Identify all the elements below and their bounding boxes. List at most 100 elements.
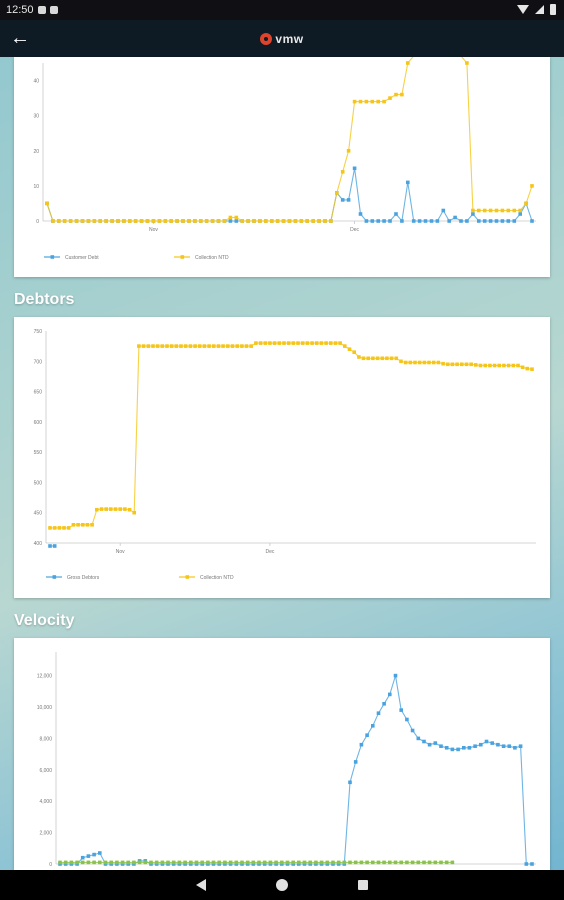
data-point xyxy=(388,860,392,865)
data-point xyxy=(139,219,144,223)
data-point xyxy=(245,860,250,865)
data-point xyxy=(467,746,472,750)
legend-swatch-marker xyxy=(50,255,55,259)
data-point xyxy=(127,507,132,512)
legend-label: Collection NTD xyxy=(200,575,234,581)
data-point xyxy=(154,860,159,865)
data-point xyxy=(422,360,427,365)
data-point xyxy=(488,363,492,368)
data-point xyxy=(382,219,386,223)
data-point xyxy=(62,526,66,530)
nav-home-icon[interactable] xyxy=(276,879,288,891)
data-point xyxy=(431,360,436,365)
data-point xyxy=(359,860,364,865)
data-point xyxy=(169,219,173,223)
data-point xyxy=(103,860,108,865)
data-point xyxy=(221,344,225,348)
data-point xyxy=(429,219,434,223)
data-point xyxy=(484,739,489,744)
data-point xyxy=(57,219,61,223)
data-point xyxy=(254,341,258,345)
data-point xyxy=(71,523,76,527)
data-point xyxy=(109,507,113,511)
data-point xyxy=(494,208,499,213)
x-tick-label: Nov xyxy=(149,227,158,233)
data-point xyxy=(399,359,403,364)
data-point xyxy=(187,219,191,223)
data-point xyxy=(197,344,202,348)
data-point xyxy=(488,208,493,213)
y-tick-label: 12,000 xyxy=(37,674,53,680)
data-point xyxy=(163,219,168,223)
data-point xyxy=(258,341,263,345)
data-point xyxy=(137,860,142,865)
data-point xyxy=(357,355,361,359)
data-point xyxy=(358,99,363,104)
legend-swatch-marker xyxy=(52,575,57,579)
x-tick-label: Dec xyxy=(265,549,274,555)
data-point xyxy=(115,860,119,865)
data-point xyxy=(441,361,445,366)
signal-icon xyxy=(535,5,544,14)
data-point xyxy=(319,860,324,865)
data-point xyxy=(376,219,380,223)
series-line xyxy=(50,342,533,529)
data-point xyxy=(143,860,148,865)
data-point xyxy=(477,219,481,223)
data-point xyxy=(394,212,398,216)
data-point xyxy=(512,219,517,223)
data-point xyxy=(530,367,534,371)
collection-chart: 40 30 20 10 0 Nov Dec Customer Debt Collection N… xyxy=(33,51,536,261)
data-point xyxy=(422,739,426,744)
data-point xyxy=(405,717,409,722)
data-point xyxy=(281,219,286,223)
data-point xyxy=(352,99,357,104)
data-point xyxy=(128,219,132,223)
data-point xyxy=(371,356,375,361)
data-point xyxy=(98,219,102,223)
y-tick-label: 0 xyxy=(36,219,39,225)
data-point xyxy=(228,215,233,220)
data-point xyxy=(477,208,481,213)
data-point xyxy=(171,860,176,865)
series-line xyxy=(46,51,533,222)
back-arrow-icon[interactable]: ← xyxy=(10,27,30,49)
y-tick-label: 10 xyxy=(33,184,39,190)
data-point xyxy=(85,523,90,527)
data-point xyxy=(399,860,403,865)
data-point xyxy=(151,344,155,348)
nav-back-icon[interactable] xyxy=(196,879,206,891)
data-point xyxy=(145,219,150,223)
data-point xyxy=(240,860,244,865)
data-point xyxy=(497,363,501,368)
data-point xyxy=(92,219,97,223)
data-point xyxy=(325,860,330,865)
legend-swatch-marker xyxy=(180,255,185,259)
data-point xyxy=(193,219,197,223)
nav-recent-apps-icon[interactable] xyxy=(358,880,368,890)
data-point xyxy=(346,149,351,153)
data-point xyxy=(364,99,369,104)
data-point xyxy=(388,219,392,223)
data-point xyxy=(296,341,300,345)
data-point xyxy=(141,344,146,348)
data-point xyxy=(287,219,292,223)
data-point xyxy=(353,860,358,865)
data-point xyxy=(146,344,151,348)
data-point xyxy=(333,341,338,345)
data-point xyxy=(177,860,182,865)
data-point xyxy=(149,860,153,865)
data-point xyxy=(511,363,516,368)
data-point xyxy=(268,341,272,345)
data-point xyxy=(80,219,85,223)
data-point xyxy=(479,742,483,747)
data-point xyxy=(297,860,301,865)
data-point xyxy=(352,350,356,354)
data-point xyxy=(174,344,179,348)
data-point xyxy=(482,219,487,223)
data-point xyxy=(291,341,296,345)
data-point xyxy=(450,747,455,752)
data-point xyxy=(388,692,392,697)
data-point xyxy=(474,363,478,367)
data-point xyxy=(382,860,386,865)
